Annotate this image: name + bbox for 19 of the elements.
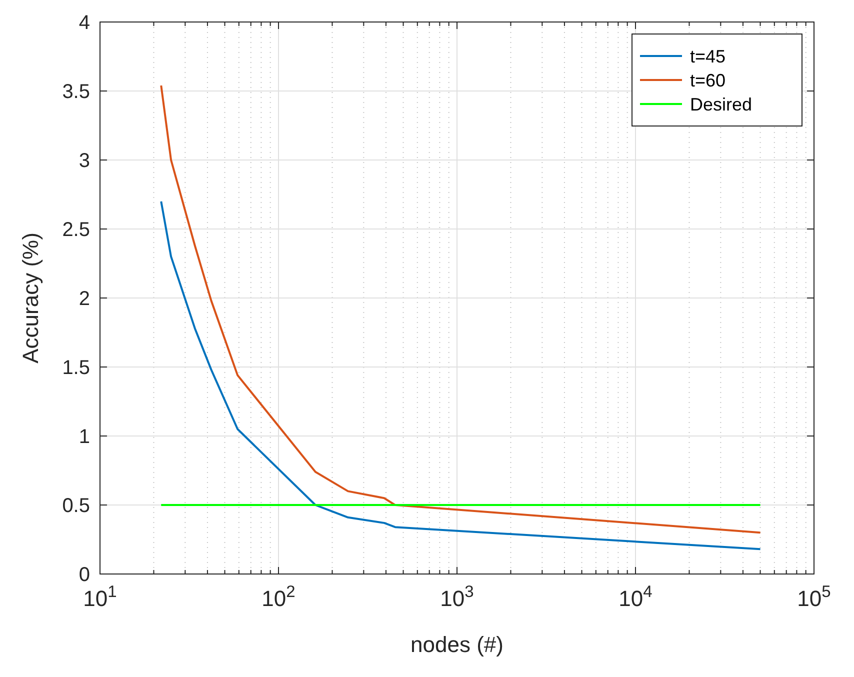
y-tick-label: 2 xyxy=(78,288,90,310)
legend-label: t=60 xyxy=(690,70,726,90)
x-axis-title: nodes (#) xyxy=(410,632,504,657)
y-tick-label: 0 xyxy=(78,564,90,586)
legend-label: t=45 xyxy=(690,46,726,66)
x-tick-label: 10$^{3}$ xyxy=(440,583,474,611)
y-tick-label: 2.5 xyxy=(62,219,90,241)
y-axis-title: Accuracy (%) xyxy=(18,232,43,364)
legend-label: Desired xyxy=(690,94,752,114)
x-tick-label: 10$^{2}$ xyxy=(262,583,296,611)
y-tick-label: 0.5 xyxy=(62,495,90,517)
x-tick-label: 10$^{4}$ xyxy=(618,583,652,611)
y-tick-label: 3.5 xyxy=(62,81,90,103)
x-tick-label: 10$^{1}$ xyxy=(83,583,117,611)
y-tick-label: 1.5 xyxy=(62,357,90,379)
y-tick-label: 4 xyxy=(78,12,90,34)
y-tick-label: 3 xyxy=(78,150,90,172)
x-tick-label: 10$^{5}$ xyxy=(797,583,831,611)
y-tick-label: 1 xyxy=(78,426,90,448)
